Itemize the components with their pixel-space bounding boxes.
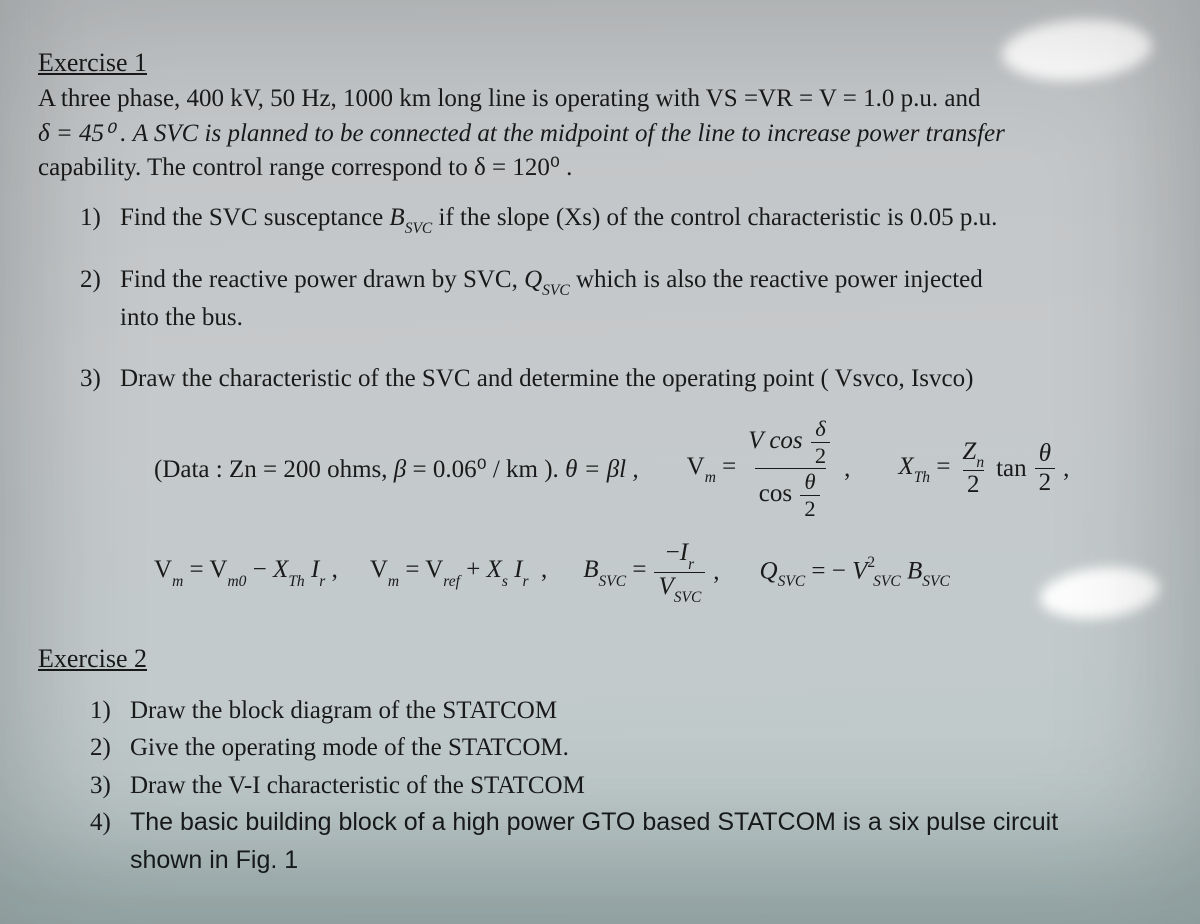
equation: XTh =: [898, 453, 950, 485]
question-number: 2): [80, 262, 120, 337]
question-number: 3): [90, 767, 130, 805]
exercise-1-questions: 1) Find the SVC susceptance BSVC if the …: [80, 200, 1122, 397]
question-item: 3) Draw the V-I characteristic of the ST…: [90, 767, 1162, 805]
intro-line: capability. The control range correspond…: [38, 154, 572, 181]
exercise-1-intro: A three phase, 400 kV, 50 Hz, 1000 km lo…: [38, 82, 1154, 186]
equation: QSVC = − V2SVC BSVC: [760, 556, 950, 589]
equation: Vm = Vref + Xs Ir ,: [370, 556, 547, 588]
equation-row: Vm = Vm0 − XTh Ir , Vm = Vref + Xs Ir ,: [154, 540, 1162, 604]
comma: ,: [1063, 455, 1069, 483]
fraction-denominator: cos θ 2: [755, 468, 826, 520]
question-number: 1): [90, 692, 130, 730]
question-text: Draw the characteristic of the SVC and d…: [120, 361, 1122, 397]
intro-line: A three phase, 400 kV, 50 Hz, 1000 km lo…: [38, 85, 980, 112]
intro-line: δ = 45⁰ . A SVC is planned to be connect…: [38, 120, 1005, 147]
page: Exercise 1 A three phase, 400 kV, 50 Hz,…: [0, 0, 1200, 924]
question-item: 1) Draw the block diagram of the STATCOM: [90, 692, 1162, 730]
tan: tan: [996, 455, 1027, 483]
exercise-1-heading: Exercise 1: [38, 48, 1162, 78]
question-text: Draw the V-I characteristic of the STATC…: [130, 767, 1162, 805]
question-number: 2): [90, 729, 130, 767]
equation-row: (Data : Zn = 200 ohms, β = 0.06⁰ / km ).…: [154, 417, 1162, 521]
question-text: The basic building block of a high power…: [130, 804, 1162, 879]
question-item: 2) Give the operating mode of the STATCO…: [90, 729, 1162, 767]
question-text: Find the reactive power drawn by SVC, QS…: [120, 262, 1122, 337]
fraction: Zn 2: [958, 439, 988, 499]
question-number: 3): [80, 361, 120, 397]
question-text: Find the SVC susceptance BSVC if the slo…: [120, 200, 1122, 238]
equation: Vm = Vm0 − XTh Ir ,: [154, 556, 338, 588]
fraction: V cos δ 2 cos θ 2: [744, 417, 836, 521]
fraction: θ 2: [1035, 441, 1056, 497]
data-text: (Data : Zn = 200 ohms, β = 0.06⁰ / km ).…: [154, 454, 639, 484]
question-number: 1): [80, 200, 120, 238]
comma: ,: [713, 558, 719, 586]
question-item: 4) The basic building block of a high po…: [90, 804, 1162, 879]
question-item: 2) Find the reactive power drawn by SVC,…: [80, 262, 1122, 337]
given-data-block: (Data : Zn = 200 ohms, β = 0.06⁰ / km ).…: [154, 417, 1162, 604]
exercise-2-questions: 1) Draw the block diagram of the STATCOM…: [90, 692, 1162, 880]
exercise-2-heading: Exercise 2: [38, 644, 1162, 674]
question-item: 3) Draw the characteristic of the SVC an…: [80, 361, 1122, 397]
question-number: 4): [90, 804, 130, 879]
fraction: −Ir VSVC: [654, 540, 705, 604]
equation: Vm =: [687, 453, 737, 485]
equation: BSVC =: [583, 556, 646, 588]
question-text: Draw the block diagram of the STATCOM: [130, 692, 1162, 730]
comma: ,: [844, 455, 850, 483]
question-item: 1) Find the SVC susceptance BSVC if the …: [80, 200, 1122, 238]
fraction-numerator: V cos δ 2: [744, 417, 836, 468]
question-text: Give the operating mode of the STATCOM.: [130, 729, 1162, 767]
